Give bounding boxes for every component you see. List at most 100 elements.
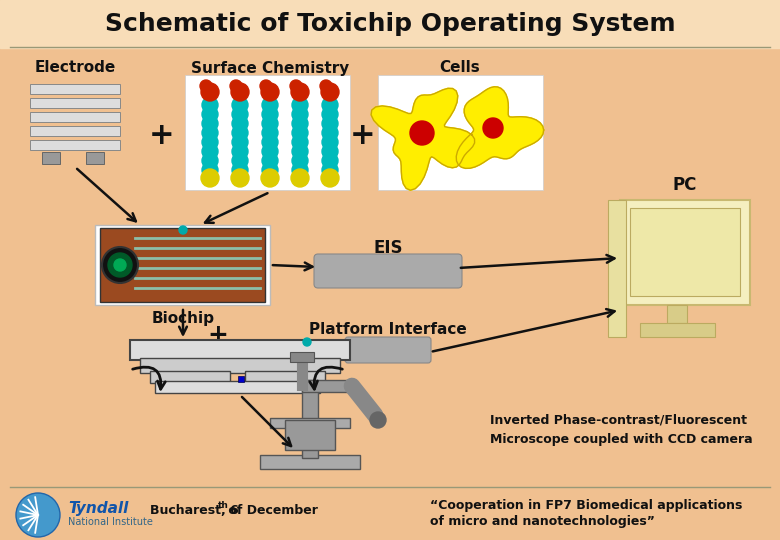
Circle shape [291, 83, 309, 101]
Circle shape [231, 169, 249, 187]
Circle shape [202, 134, 218, 150]
Bar [30, 112, 120, 122]
Bar [0, 0, 780, 48]
Bar [667, 305, 687, 323]
Circle shape [292, 144, 308, 159]
Circle shape [320, 80, 332, 92]
Circle shape [322, 153, 338, 168]
Circle shape [232, 134, 248, 150]
FancyArrowPatch shape [133, 367, 165, 389]
Circle shape [292, 162, 308, 178]
Circle shape [292, 134, 308, 150]
FancyArrowPatch shape [310, 367, 342, 389]
Polygon shape [371, 89, 474, 190]
Circle shape [202, 116, 218, 132]
Bar [620, 200, 750, 305]
Circle shape [262, 153, 278, 168]
Circle shape [232, 116, 248, 132]
Bar [608, 200, 626, 337]
Circle shape [322, 162, 338, 178]
Circle shape [202, 97, 218, 113]
Circle shape [322, 125, 338, 141]
Circle shape [201, 83, 219, 101]
Text: PC: PC [673, 176, 697, 194]
Circle shape [292, 153, 308, 168]
Circle shape [201, 169, 219, 187]
Bar [238, 376, 244, 382]
Circle shape [232, 125, 248, 141]
Text: +: + [350, 120, 376, 150]
Bar [302, 380, 318, 458]
Circle shape [232, 162, 248, 178]
Circle shape [114, 259, 126, 271]
Circle shape [261, 83, 279, 101]
Circle shape [410, 121, 434, 145]
Circle shape [202, 144, 218, 159]
Circle shape [232, 144, 248, 159]
Text: of micro and nanotechnologies”: of micro and nanotechnologies” [430, 516, 655, 529]
Circle shape [232, 97, 248, 113]
Text: Inverted Phase-contrast/Fluorescent: Inverted Phase-contrast/Fluorescent [490, 414, 747, 427]
Circle shape [232, 106, 248, 122]
Circle shape [322, 134, 338, 150]
Circle shape [262, 134, 278, 150]
Circle shape [202, 106, 218, 122]
Circle shape [322, 116, 338, 132]
Text: “Cooperation in FP7 Biomedical applications: “Cooperation in FP7 Biomedical applicati… [430, 498, 743, 511]
Circle shape [303, 338, 311, 346]
FancyBboxPatch shape [345, 337, 431, 363]
Circle shape [260, 80, 272, 92]
Circle shape [370, 412, 386, 428]
Text: Tyndall: Tyndall [68, 501, 129, 516]
Bar [140, 358, 340, 373]
Circle shape [262, 116, 278, 132]
Bar [378, 75, 543, 190]
Circle shape [322, 106, 338, 122]
Bar [185, 75, 350, 190]
Circle shape [483, 118, 503, 138]
Text: National Institute: National Institute [68, 517, 153, 527]
Text: Biochip: Biochip [151, 310, 214, 326]
Circle shape [202, 125, 218, 141]
Text: Surface Chemistry: Surface Chemistry [191, 60, 349, 76]
Bar [150, 371, 230, 383]
Bar [42, 152, 60, 164]
Bar [260, 455, 360, 469]
Polygon shape [456, 87, 544, 168]
Circle shape [292, 116, 308, 132]
Circle shape [292, 125, 308, 141]
Text: Schematic of Toxichip Operating System: Schematic of Toxichip Operating System [105, 12, 675, 36]
Circle shape [262, 106, 278, 122]
Text: +: + [207, 323, 229, 347]
Text: of December: of December [224, 503, 318, 516]
Circle shape [200, 80, 212, 92]
Circle shape [291, 169, 309, 187]
Circle shape [290, 80, 302, 92]
Bar [630, 208, 740, 296]
Circle shape [322, 144, 338, 159]
Bar [95, 225, 270, 305]
Bar [302, 380, 352, 392]
Circle shape [292, 106, 308, 122]
Text: +: + [149, 120, 175, 150]
Bar [270, 418, 350, 428]
Circle shape [231, 83, 249, 101]
Circle shape [230, 80, 242, 92]
Circle shape [321, 169, 339, 187]
Text: th: th [218, 502, 229, 510]
Text: Bucharest, 6: Bucharest, 6 [150, 503, 239, 516]
Circle shape [202, 153, 218, 168]
Bar [285, 420, 335, 450]
FancyBboxPatch shape [314, 254, 462, 288]
Circle shape [102, 247, 138, 283]
Bar [245, 371, 325, 383]
Bar [30, 126, 120, 136]
Circle shape [261, 169, 279, 187]
Bar [640, 323, 715, 337]
Text: Platform Interface: Platform Interface [309, 322, 467, 338]
Text: EIS: EIS [374, 239, 402, 257]
Bar [30, 84, 120, 94]
Bar [30, 98, 120, 108]
Circle shape [262, 97, 278, 113]
Bar [130, 340, 350, 360]
